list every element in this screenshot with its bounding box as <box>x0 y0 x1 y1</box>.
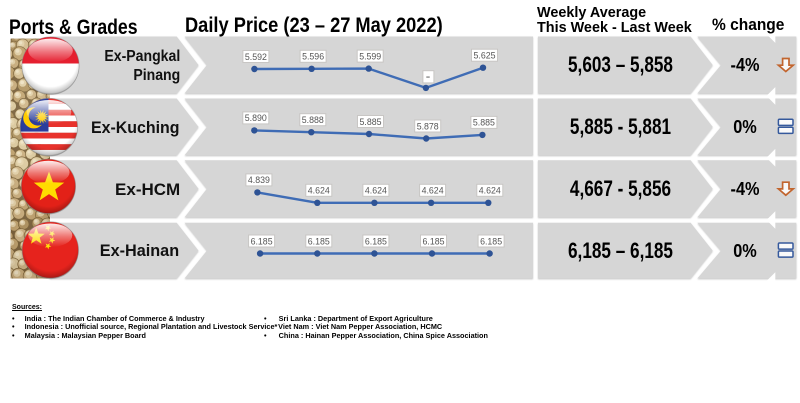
svg-text:5.885: 5.885 <box>359 117 381 127</box>
svg-text:4.839: 4.839 <box>248 175 270 185</box>
svg-text:4.624: 4.624 <box>479 186 501 196</box>
svg-text:5.878: 5.878 <box>417 121 439 131</box>
svg-text:5.885: 5.885 <box>473 118 495 128</box>
svg-text:4.624: 4.624 <box>422 186 444 196</box>
svg-text:4.624: 4.624 <box>365 186 387 196</box>
svg-text:6.185: 6.185 <box>308 236 330 246</box>
svg-text:5.890: 5.890 <box>245 113 267 123</box>
svg-text:6.185: 6.185 <box>365 236 387 246</box>
svg-text:5.592: 5.592 <box>245 52 267 62</box>
svg-text:5.596: 5.596 <box>302 52 324 62</box>
svg-text:4.624: 4.624 <box>308 186 330 196</box>
svg-text:6.185: 6.185 <box>422 236 444 246</box>
svg-text:6.185: 6.185 <box>251 236 273 246</box>
svg-text:5.888: 5.888 <box>302 115 324 125</box>
svg-text:5.625: 5.625 <box>473 51 495 61</box>
svg-text:6.185: 6.185 <box>480 236 502 246</box>
svg-text:5.599: 5.599 <box>359 51 381 61</box>
